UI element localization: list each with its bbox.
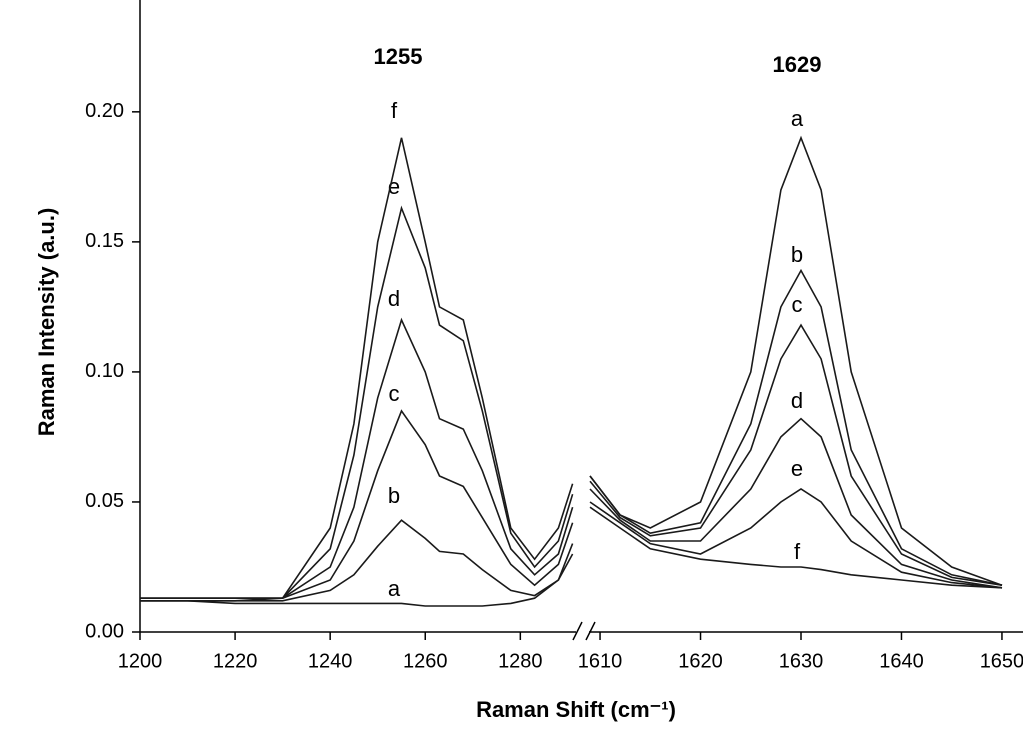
peak-annotation: 1629 xyxy=(773,52,822,77)
y-tick-label: 0.10 xyxy=(85,360,124,382)
curve-label: b xyxy=(388,483,400,508)
spectrum-line xyxy=(589,488,1003,589)
axis-break xyxy=(585,621,596,641)
curve-label: a xyxy=(388,576,401,601)
x-axis-title: Raman Shift (cm⁻¹) xyxy=(476,697,676,722)
spectrum-line xyxy=(140,553,574,607)
peak-annotation: 1255 xyxy=(374,44,423,69)
spectrum-line xyxy=(140,519,574,602)
curve-label: e xyxy=(388,174,400,199)
spectrum-line xyxy=(589,268,1003,586)
spectrum-line xyxy=(589,135,1003,586)
curve-label: a xyxy=(791,106,804,131)
x-tick-label: 1610 xyxy=(578,650,623,672)
curve-label: c xyxy=(389,381,400,406)
spectrum-line xyxy=(589,323,1003,586)
x-tick-label: 1650 xyxy=(980,650,1023,672)
x-tick-label: 1640 xyxy=(879,650,924,672)
y-tick-label: 0.15 xyxy=(85,230,124,252)
curve-label: f xyxy=(794,539,801,564)
x-tick-label: 1280 xyxy=(498,650,543,672)
spectrum-line xyxy=(589,417,1003,589)
curve-label: d xyxy=(388,286,400,311)
spectrum-line xyxy=(140,409,574,602)
x-tick-label: 1200 xyxy=(118,650,163,672)
y-tick-label: 0.20 xyxy=(85,100,124,122)
x-tick-label: 1630 xyxy=(779,650,824,672)
y-axis-title: Raman Intensity (a.u.) xyxy=(34,208,59,437)
curve-label: f xyxy=(391,98,398,123)
x-tick-label: 1620 xyxy=(678,650,723,672)
y-tick-label: 0.05 xyxy=(85,490,124,512)
y-tick-label: 0.00 xyxy=(85,620,124,642)
x-tick-label: 1220 xyxy=(213,650,258,672)
curve-label: c xyxy=(792,292,803,317)
spectrum-line xyxy=(140,137,574,599)
curve-label: d xyxy=(791,388,803,413)
x-tick-label: 1240 xyxy=(308,650,353,672)
curve-label: e xyxy=(791,456,803,481)
spectrum-line xyxy=(589,506,1003,589)
spectrum-line xyxy=(140,317,574,599)
curve-label: b xyxy=(791,242,803,267)
x-tick-label: 1260 xyxy=(403,650,448,672)
axis-break xyxy=(572,621,583,641)
